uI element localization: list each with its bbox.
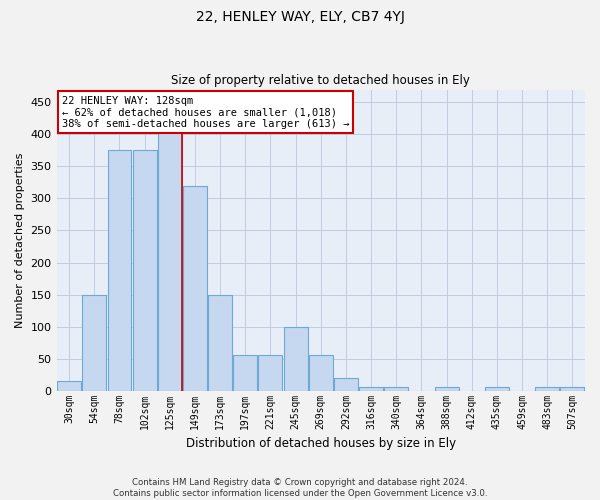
- Text: 22 HENLEY WAY: 128sqm
← 62% of detached houses are smaller (1,018)
38% of semi-d: 22 HENLEY WAY: 128sqm ← 62% of detached …: [62, 96, 349, 129]
- Bar: [208, 294, 232, 390]
- Bar: [133, 150, 157, 390]
- Y-axis label: Number of detached properties: Number of detached properties: [15, 152, 25, 328]
- Bar: [359, 388, 383, 390]
- Bar: [284, 326, 308, 390]
- Bar: [309, 356, 333, 390]
- Bar: [82, 294, 106, 390]
- Bar: [107, 150, 131, 390]
- Bar: [385, 388, 408, 390]
- Bar: [259, 356, 283, 390]
- Bar: [334, 378, 358, 390]
- Bar: [57, 381, 81, 390]
- Bar: [434, 388, 458, 390]
- Bar: [183, 186, 207, 390]
- Title: Size of property relative to detached houses in Ely: Size of property relative to detached ho…: [172, 74, 470, 87]
- Bar: [560, 388, 584, 390]
- Text: Contains HM Land Registry data © Crown copyright and database right 2024.
Contai: Contains HM Land Registry data © Crown c…: [113, 478, 487, 498]
- Bar: [158, 122, 182, 390]
- Bar: [535, 388, 559, 390]
- Text: 22, HENLEY WAY, ELY, CB7 4YJ: 22, HENLEY WAY, ELY, CB7 4YJ: [196, 10, 404, 24]
- Bar: [485, 388, 509, 390]
- X-axis label: Distribution of detached houses by size in Ely: Distribution of detached houses by size …: [186, 437, 456, 450]
- Bar: [233, 356, 257, 390]
